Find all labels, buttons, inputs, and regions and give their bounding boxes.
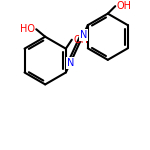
Text: OH: OH [73,35,88,45]
Text: OH: OH [117,1,132,11]
Text: N: N [67,58,74,68]
Text: N: N [80,30,87,40]
Text: HO: HO [20,24,35,34]
